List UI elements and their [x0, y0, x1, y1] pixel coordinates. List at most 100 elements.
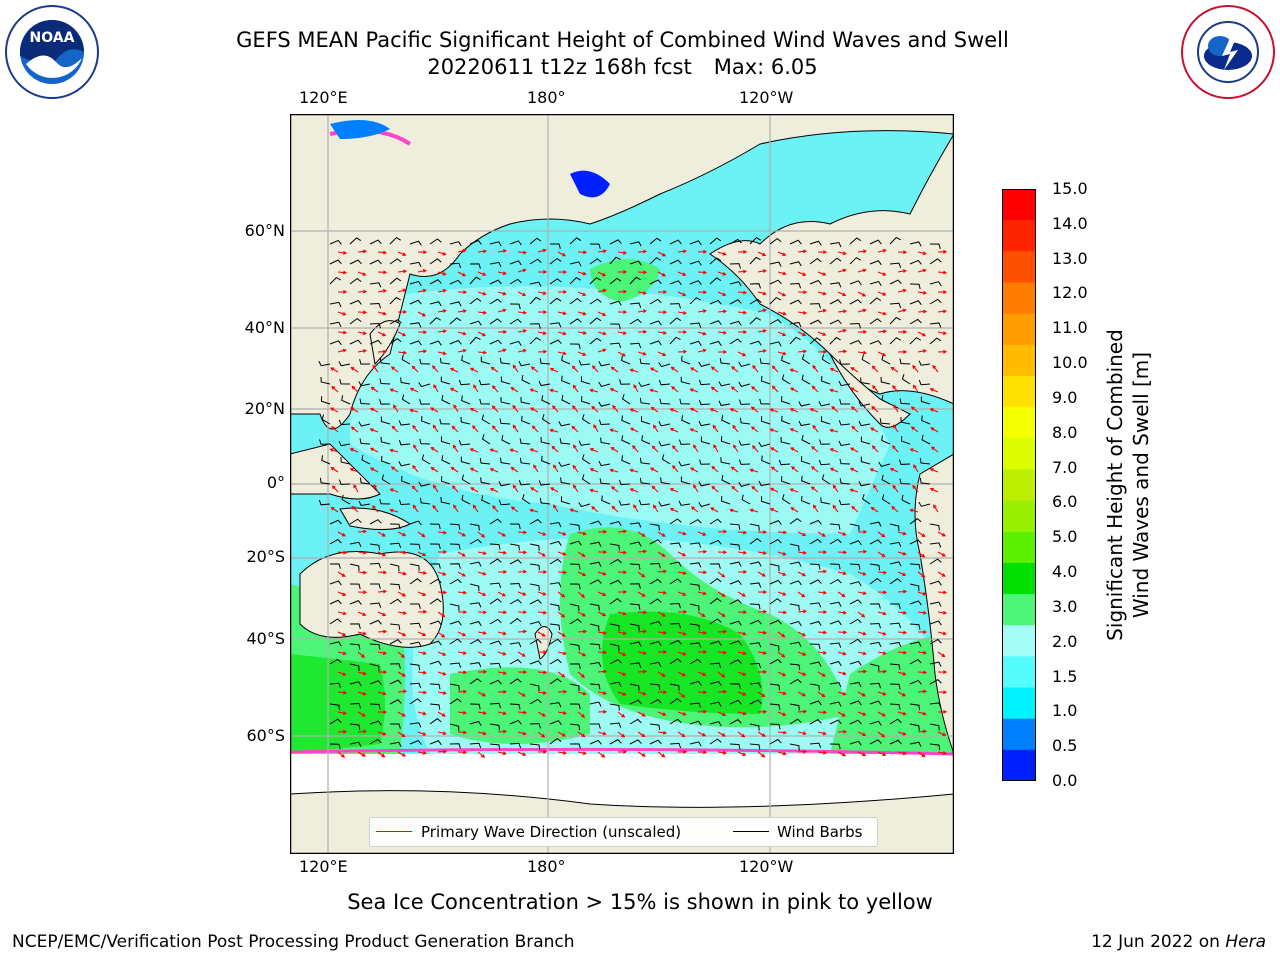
- wind-barb: [789, 678, 802, 685]
- wave-direction-arrow: [491, 425, 499, 433]
- wave-direction-arrow: [689, 407, 699, 413]
- wind-barb: [429, 640, 442, 646]
- wave-direction-arrow: [517, 348, 527, 353]
- wave-direction-arrow: [892, 384, 899, 393]
- wind-barb: [839, 478, 851, 485]
- wind-barb: [709, 618, 722, 625]
- wind-barb: [549, 322, 562, 328]
- wind-barb: [398, 420, 411, 426]
- wave-direction-arrow: [771, 385, 779, 393]
- wind-barb: [709, 680, 722, 687]
- wave-direction-arrow: [857, 350, 868, 355]
- wind-barb: [709, 563, 721, 569]
- wave-direction-arrow: [857, 571, 867, 576]
- wave-direction-arrow: [377, 331, 387, 337]
- wind-barb: [678, 500, 691, 506]
- wind-barb: [349, 237, 362, 245]
- wave-direction-arrow: [373, 484, 379, 493]
- wind-barb: [639, 457, 651, 465]
- wind-barb: [669, 658, 682, 665]
- wind-barb: [469, 320, 482, 326]
- wave-direction-arrow: [810, 486, 819, 493]
- wave-direction-arrow: [610, 446, 619, 453]
- wave-direction-arrow: [777, 351, 787, 356]
- wind-barb: [629, 699, 642, 705]
- wind-barb: [909, 641, 922, 647]
- wave-direction-arrow: [797, 631, 807, 637]
- wind-barb: [829, 538, 842, 545]
- wave-direction-arrow: [591, 405, 599, 413]
- wind-barb: [729, 659, 742, 665]
- wind-barb: [921, 415, 931, 425]
- wave-direction-arrow: [449, 367, 459, 373]
- wave-direction-arrow: [829, 428, 839, 433]
- wind-barb: [379, 498, 391, 505]
- wave-direction-arrow: [597, 331, 607, 336]
- wind-barb: [829, 719, 842, 725]
- wind-barb: [609, 558, 622, 565]
- wind-barb: [649, 523, 660, 531]
- wave-direction-arrow: [529, 388, 539, 393]
- wind-barb: [369, 583, 381, 589]
- wave-direction-arrow: [657, 310, 668, 315]
- wind-barb: [869, 563, 881, 571]
- wind-barb: [689, 623, 701, 631]
- wave-direction-arrow: [397, 671, 406, 677]
- wind-barb: [649, 279, 662, 285]
- wave-direction-arrow: [517, 591, 527, 596]
- wind-barb: [669, 239, 682, 245]
- wind-barb: [909, 539, 922, 545]
- wind-barb: [769, 703, 781, 710]
- low-wave-arctic-2: [330, 120, 390, 139]
- wave-direction-arrow: [649, 367, 659, 373]
- wave-direction-arrow: [937, 670, 948, 675]
- wave-direction-arrow: [497, 308, 507, 313]
- wave-direction-arrow: [617, 310, 628, 315]
- wind-barb: [440, 476, 451, 485]
- wave-direction-arrow: [517, 731, 527, 736]
- wave-direction-arrow: [837, 630, 848, 635]
- wave-direction-arrow: [777, 711, 787, 716]
- wind-barb: [929, 580, 942, 586]
- wind-barb: [781, 415, 791, 425]
- wind-barb: [369, 663, 380, 672]
- wave-direction-arrow: [417, 591, 427, 597]
- wave-direction-arrow: [657, 351, 667, 357]
- wave-direction-arrow: [457, 730, 468, 735]
- wave-direction-arrow: [917, 729, 928, 734]
- wave-direction-arrow: [757, 691, 766, 698]
- wind-barb: [329, 239, 342, 245]
- wind-barb: [429, 301, 442, 307]
- wave-direction-arrow: [437, 731, 447, 736]
- wave-direction-arrow: [917, 610, 928, 615]
- wave-direction-arrow: [577, 751, 587, 755]
- wave-direction-arrow: [697, 290, 708, 295]
- wind-barb: [489, 582, 502, 588]
- wave-direction-arrow: [497, 348, 507, 353]
- wave-direction-arrow: [537, 749, 548, 754]
- wind-barb: [361, 454, 371, 465]
- wind-barb: [869, 720, 882, 726]
- wave-direction-arrow: [337, 631, 347, 637]
- wave-direction-arrow: [870, 427, 879, 433]
- wave-direction-arrow: [537, 711, 546, 717]
- wind-barb: [869, 641, 882, 648]
- wind-barb: [449, 620, 462, 626]
- wind-barb: [489, 261, 502, 268]
- wave-direction-arrow: [537, 691, 548, 695]
- wave-direction-arrow: [591, 365, 599, 373]
- wind-barb: [569, 297, 582, 305]
- wind-barb: [801, 434, 811, 445]
- wind-barb: [319, 477, 331, 485]
- wave-direction-arrow: [777, 591, 787, 596]
- wave-direction-arrow: [937, 751, 948, 755]
- wind-barb: [439, 357, 451, 365]
- wind-barb: [509, 642, 522, 648]
- wind-barb: [329, 301, 342, 308]
- svg-text:NOAA: NOAA: [30, 30, 75, 46]
- wave-direction-arrow: [451, 485, 459, 493]
- wave-direction-arrow: [817, 731, 827, 736]
- wind-barb: [389, 258, 402, 265]
- wind-barb: [358, 381, 371, 387]
- wind-barb: [758, 480, 771, 487]
